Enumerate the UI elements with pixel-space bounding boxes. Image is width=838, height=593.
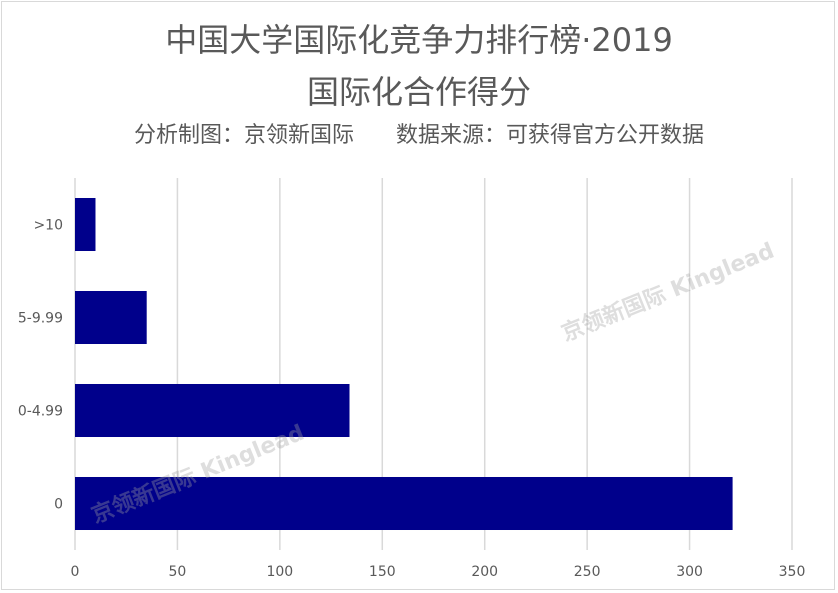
y-category-label-1: 5-9.99 — [18, 311, 63, 327]
chart-subtitle: 分析制图：京领新国际 数据来源：可获得官方公开数据 — [134, 123, 704, 148]
y-category-label-0: >10 — [33, 218, 63, 234]
chart-title-line1: 中国大学国际化竞争力排行榜·2019 — [165, 21, 673, 59]
x-tick-label-350: 350 — [779, 564, 806, 580]
x-tick-label-150: 150 — [369, 564, 396, 580]
y-category-label-3: 0 — [54, 497, 63, 513]
bar-2 — [75, 383, 350, 438]
x-tick-label-100: 100 — [266, 564, 293, 580]
bar-1 — [75, 290, 147, 345]
bar-0 — [75, 197, 96, 252]
x-tick-label-300: 300 — [676, 564, 703, 580]
x-tick-label-0: 0 — [71, 564, 80, 580]
x-tick-label-200: 200 — [471, 564, 498, 580]
x-tick-label-250: 250 — [574, 564, 601, 580]
x-tick-label-50: 50 — [169, 564, 187, 580]
bar-3 — [75, 476, 733, 531]
chart-title-line2: 国际化合作得分 — [306, 73, 531, 111]
y-category-label-2: 0-4.99 — [18, 404, 63, 420]
